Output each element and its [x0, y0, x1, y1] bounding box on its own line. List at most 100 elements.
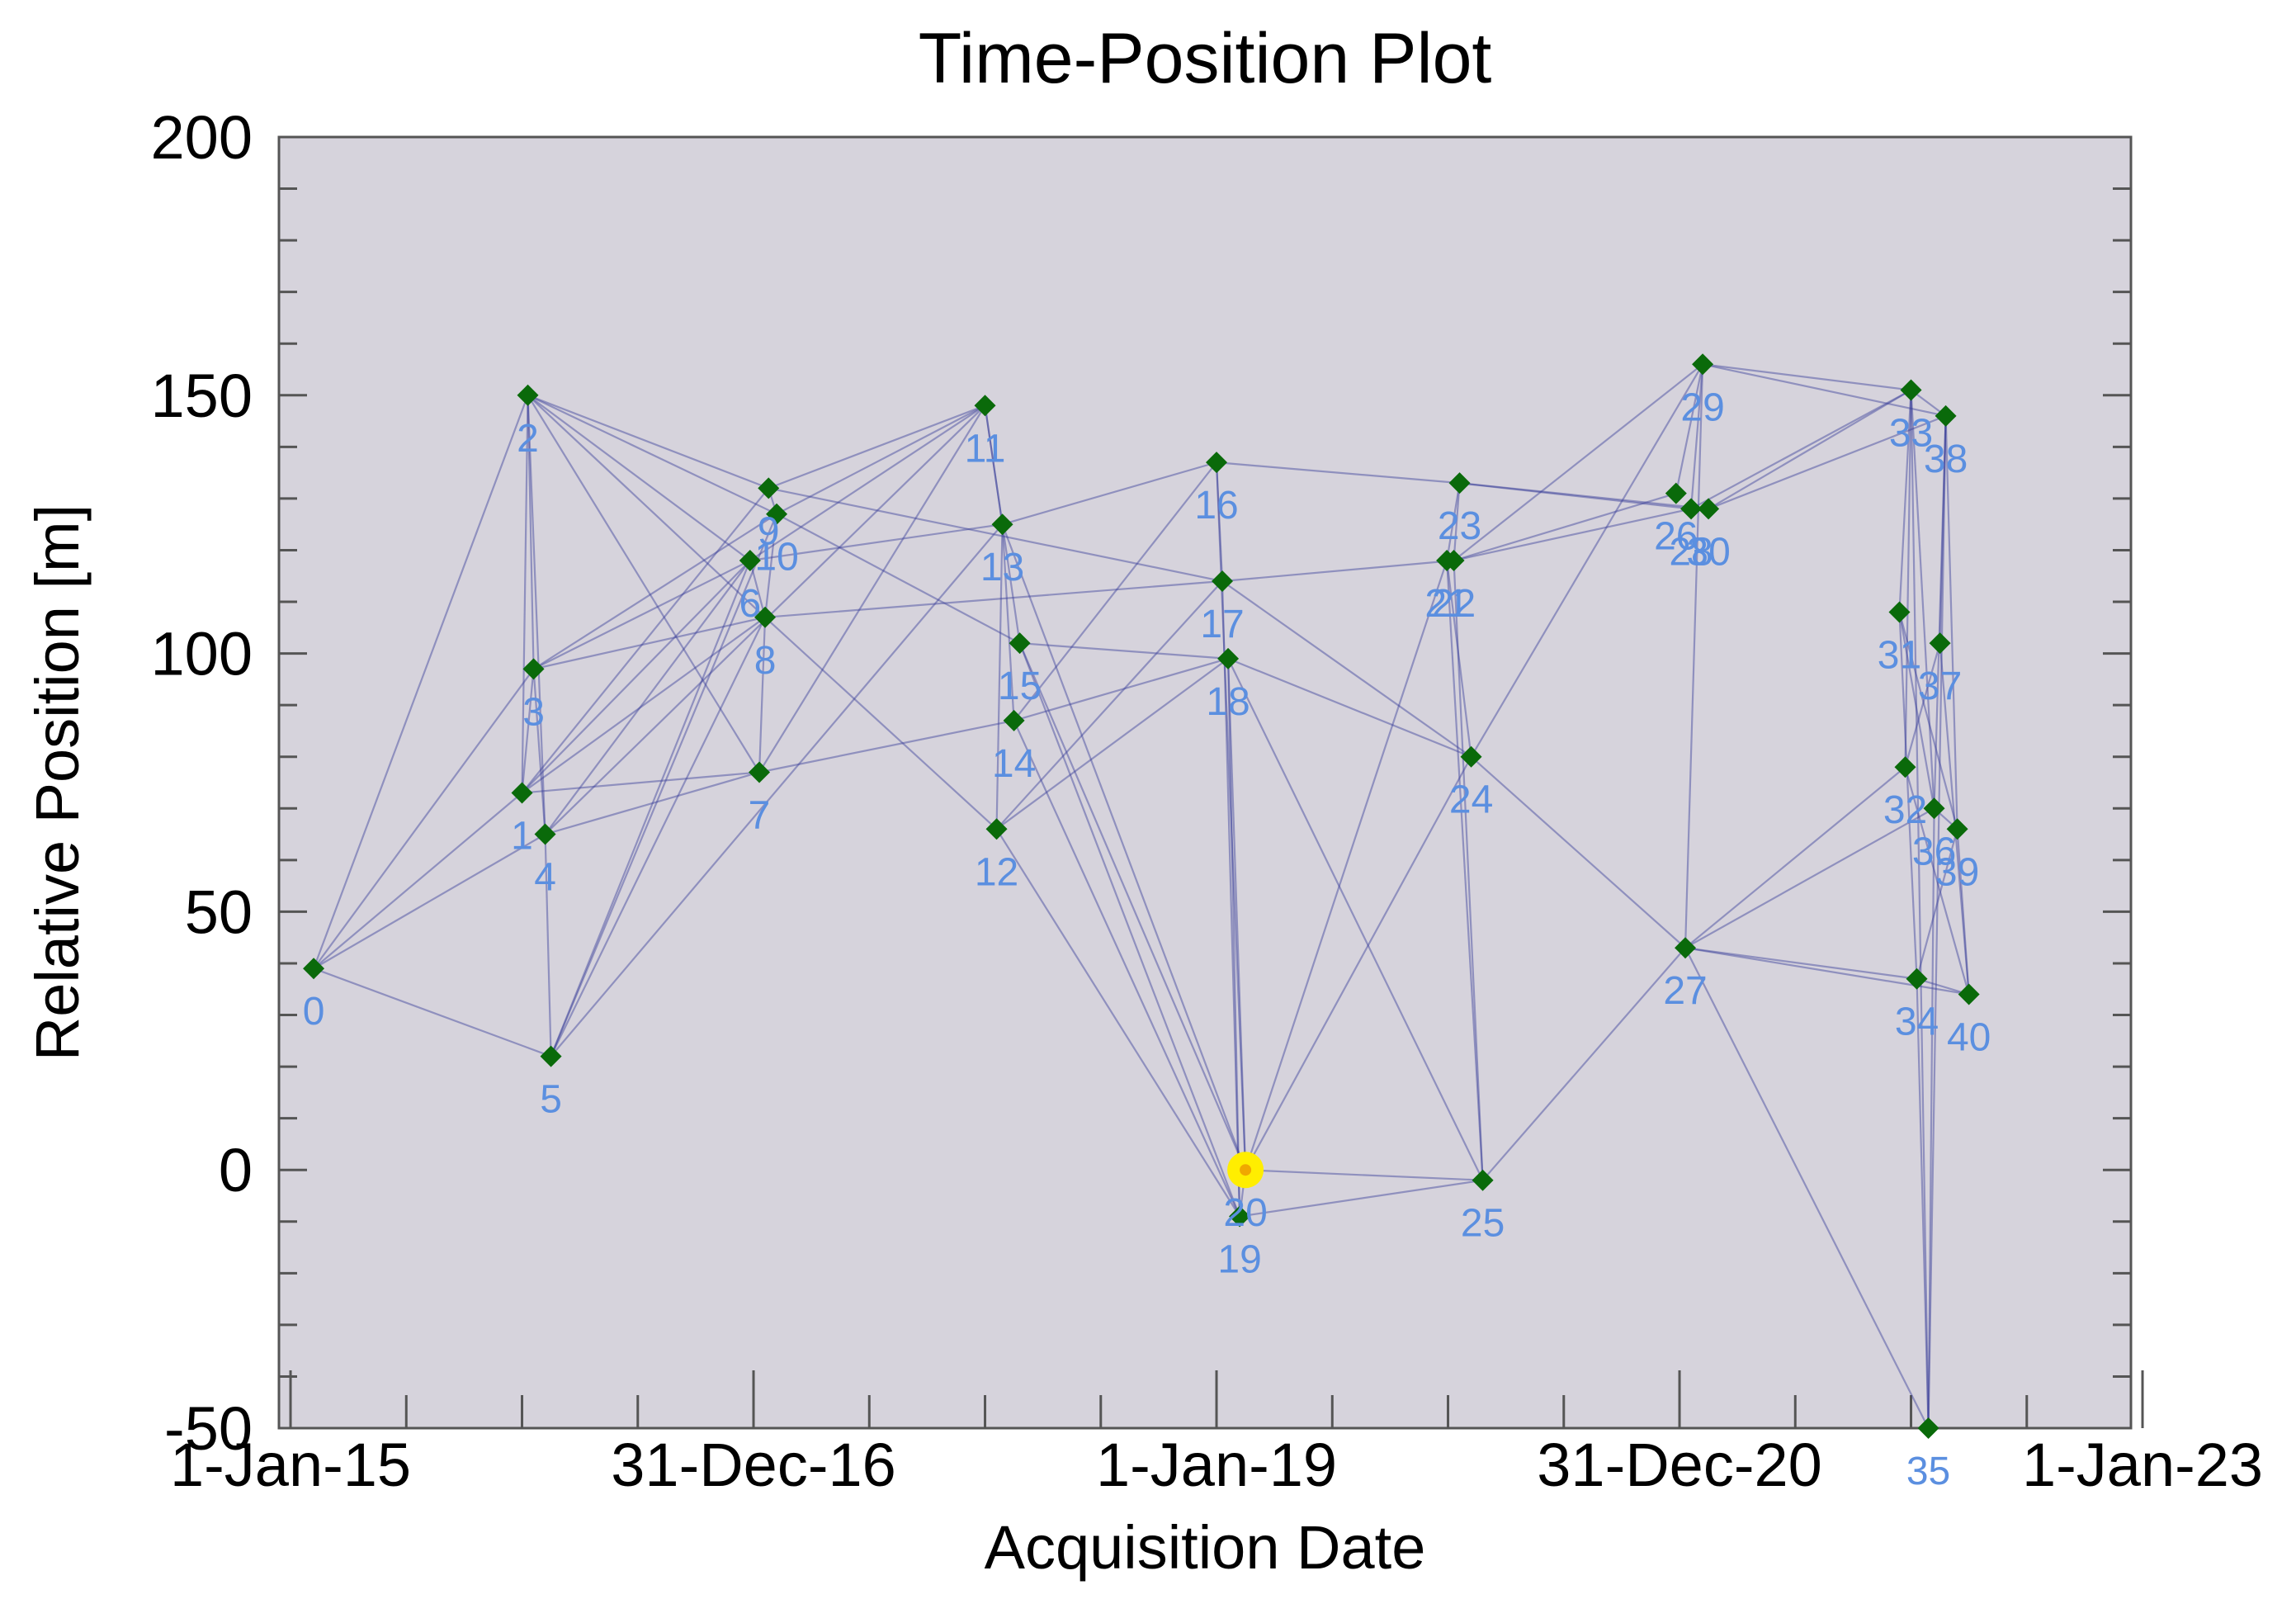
connection-line	[1708, 389, 1912, 510]
data-point	[1212, 570, 1234, 593]
connection-line	[758, 719, 1014, 774]
connection-line	[1453, 560, 1484, 1180]
data-point	[1009, 632, 1031, 655]
connection-line	[768, 487, 1223, 583]
x-tick-label: 31-Dec-16	[611, 1431, 896, 1499]
data-point	[1923, 797, 1945, 820]
point-label: 21	[1424, 582, 1468, 626]
y-axis-label: Relative Position [m]	[23, 504, 92, 1062]
connection-line	[1481, 947, 1686, 1181]
point-label: 34	[1895, 1001, 1939, 1044]
data-point	[1665, 482, 1687, 504]
connection-line	[1684, 766, 1906, 949]
connection-line	[1013, 720, 1241, 1217]
connection-line	[313, 967, 551, 1057]
connection-line	[1708, 414, 1947, 510]
point-label: 4	[534, 856, 556, 900]
data-point	[1888, 601, 1911, 623]
x-tick-label: 1-Jan-19	[1096, 1431, 1337, 1499]
point-label: 33	[1889, 412, 1933, 456]
connection-line	[1910, 390, 1930, 1429]
connection-line	[313, 792, 523, 970]
connection-line	[1898, 612, 1918, 979]
connection-line	[749, 523, 1003, 562]
connection-line	[1446, 482, 1461, 561]
point-label: 5	[540, 1078, 562, 1122]
point-label: 13	[980, 546, 1024, 589]
point-label: 17	[1200, 603, 1244, 646]
connection-line	[1221, 559, 1454, 583]
connection-line	[313, 833, 546, 970]
connection-line	[527, 394, 769, 490]
point-label: 6	[739, 582, 761, 626]
data-point	[1229, 1205, 1251, 1228]
connection-line	[1018, 642, 1241, 1217]
connection-line	[1933, 415, 1947, 809]
connection-line	[1227, 657, 1472, 758]
data-point	[749, 761, 771, 783]
connection-line	[1453, 363, 1703, 561]
connection-line	[1221, 580, 1472, 758]
data-point	[1958, 983, 1980, 1005]
data-point	[1675, 937, 1697, 959]
connection-line	[550, 513, 778, 1057]
connection-line	[550, 560, 751, 1057]
point-label: 1	[511, 815, 533, 859]
connection-line	[1019, 641, 1229, 660]
y-tick-label: 200	[151, 103, 253, 172]
connection-line	[1221, 580, 1241, 1217]
data-point	[1443, 549, 1465, 571]
y-tick-label: -50	[164, 1394, 253, 1463]
connection-line	[1927, 415, 1947, 1429]
point-labels: 0123456789101112131415161718192021222324…	[303, 386, 1991, 1493]
connection-line	[1689, 364, 1704, 509]
point-label: 37	[1918, 665, 1962, 708]
connection-line	[1910, 390, 1935, 809]
connection-line	[1684, 364, 1704, 949]
data-point	[534, 823, 556, 845]
point-label: 23	[1438, 504, 1481, 548]
connection-line	[1675, 364, 1704, 494]
data-point	[1906, 967, 1928, 990]
connection-line	[1916, 977, 1969, 996]
connection-line	[1018, 642, 1247, 1171]
chart-title: Time-Position Plot	[919, 19, 1492, 98]
connection-line	[1226, 658, 1241, 1217]
point-label: 27	[1663, 969, 1707, 1013]
connection-line	[1216, 461, 1460, 485]
connection-line	[764, 616, 998, 830]
point-label: 2	[517, 417, 539, 461]
connection-line	[776, 513, 1021, 645]
point-label: 10	[754, 536, 798, 580]
connection-line	[1013, 461, 1217, 721]
connection-lines	[313, 363, 1970, 1429]
connection-line	[527, 395, 546, 835]
y-tick-label: 50	[185, 878, 253, 946]
connection-line	[527, 395, 535, 669]
connection-line	[764, 580, 1223, 618]
y-tick-labels: -50 0 50 100 150 200	[151, 103, 253, 1463]
connection-line	[1245, 756, 1472, 1171]
point-label: 14	[992, 742, 1036, 786]
data-point	[1900, 379, 1922, 401]
x-axis-label: Acquisition Date	[985, 1513, 1426, 1582]
connection-line	[995, 828, 1241, 1218]
connection-line	[1013, 657, 1229, 721]
connection-line	[1684, 947, 1930, 1429]
connection-line	[1227, 658, 1484, 1181]
point-label: 11	[965, 427, 1006, 471]
point-label: 38	[1924, 438, 1968, 481]
connection-line	[768, 404, 985, 490]
connection-line	[1470, 363, 1704, 758]
connection-line	[527, 394, 751, 561]
point-label: 7	[749, 793, 771, 837]
point-label: 24	[1449, 778, 1493, 822]
point-label: 20	[1223, 1191, 1267, 1235]
point-label: 16	[1194, 484, 1238, 528]
connection-line	[1001, 523, 1247, 1171]
point-label: 26	[1654, 515, 1698, 559]
data-point	[511, 782, 533, 804]
x-tick-label: 31-Dec-20	[1537, 1431, 1822, 1499]
connection-line	[313, 395, 529, 969]
